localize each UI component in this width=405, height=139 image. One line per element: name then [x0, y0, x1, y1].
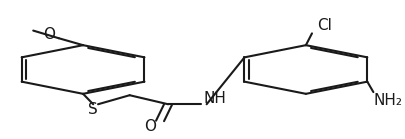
- Text: S: S: [88, 102, 98, 117]
- Text: NH: NH: [203, 91, 226, 106]
- Text: Cl: Cl: [316, 18, 331, 33]
- Text: O: O: [143, 119, 156, 134]
- Text: NH₂: NH₂: [372, 93, 401, 108]
- Text: O: O: [43, 27, 55, 42]
